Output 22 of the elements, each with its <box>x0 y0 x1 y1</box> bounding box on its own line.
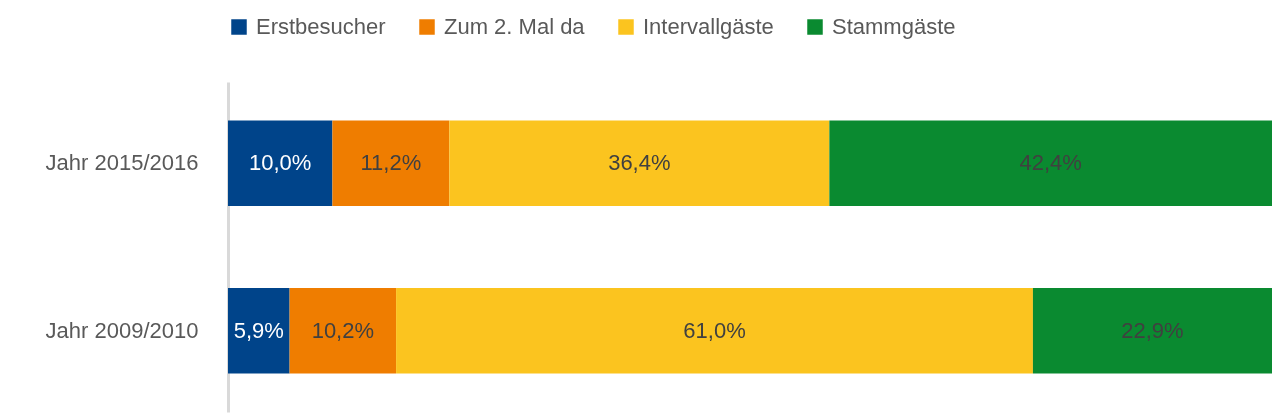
data-label: 42,4% <box>1019 150 1082 176</box>
bar <box>1032 288 1272 374</box>
legend-label: Stammgäste <box>832 14 956 39</box>
bar <box>449 120 830 206</box>
data-label: 36,4% <box>608 150 671 176</box>
bar <box>829 120 1272 206</box>
data-label: 22,9% <box>1121 317 1184 343</box>
bar <box>228 288 290 374</box>
bar <box>228 120 333 206</box>
legend-label: Zum 2. Mal da <box>444 14 586 39</box>
data-label: 5,9% <box>233 317 284 343</box>
legend-label: Intervallgäste <box>643 14 774 39</box>
bar <box>289 288 397 374</box>
data-label: 11,2% <box>360 150 422 176</box>
data-label: 61,0% <box>683 317 746 343</box>
data-label: 10,2% <box>311 317 375 343</box>
bar <box>332 120 450 206</box>
legend-label: Erstbesucher <box>256 14 386 39</box>
bar <box>396 288 1033 374</box>
data-label: 10,0% <box>249 150 312 176</box>
y-tick-label: Jahr 2015/2016 <box>45 150 199 176</box>
y-tick-label: Jahr 2009/2010 <box>45 317 199 343</box>
